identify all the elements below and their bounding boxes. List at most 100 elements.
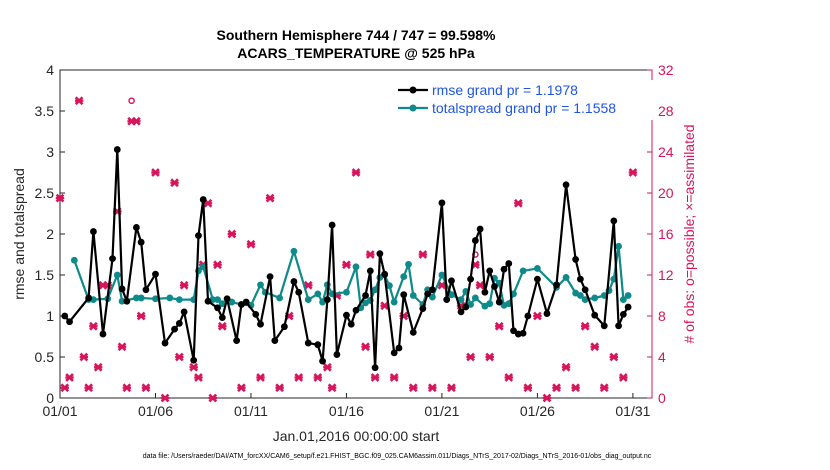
y-tick-label: 0.5 xyxy=(35,349,55,365)
totalspread-series-point xyxy=(405,260,412,268)
obs-assimilated-marker xyxy=(294,373,304,382)
obs-assimilated-marker xyxy=(213,260,222,270)
rmse-series-point xyxy=(290,278,298,285)
rmse-series-point xyxy=(543,310,551,317)
y-right-tick-label: 12 xyxy=(658,267,674,283)
totalspread-series-point xyxy=(257,281,264,289)
x-tick-label: 01/16 xyxy=(329,403,364,419)
obs-assimilated-marker xyxy=(237,383,246,393)
obs-assimilated-marker xyxy=(366,250,375,259)
totalspread-series-point xyxy=(581,296,589,303)
totalspread-series-point xyxy=(132,294,140,302)
rmse-series-point xyxy=(576,275,584,283)
rmse-series-point xyxy=(610,217,618,225)
rmse-series-point xyxy=(280,323,288,331)
legend: rmse grand pr = 1.1978 totalspread grand… xyxy=(392,80,654,120)
y-right-tick-label: 16 xyxy=(658,226,674,242)
obs-assimilated-marker xyxy=(571,383,580,393)
rmse-series-point xyxy=(152,270,159,278)
obs-assimilated-marker xyxy=(313,373,323,382)
rmse-series-point xyxy=(132,224,140,231)
obs-assimilated-marker xyxy=(117,342,127,352)
totalspread-series-point xyxy=(276,294,284,302)
rmse-series-point xyxy=(467,275,474,283)
legend-spread-marker xyxy=(409,104,417,112)
totalspread-series-point xyxy=(562,274,570,281)
obs-assimilated-marker xyxy=(590,342,600,352)
rmse-series-point xyxy=(591,311,599,319)
y-right-tick-label: 24 xyxy=(658,144,674,160)
totalspread-series-point xyxy=(619,296,627,303)
rmse-series-point xyxy=(524,312,532,320)
totalspread-series-point xyxy=(400,273,408,281)
rmse-series-point xyxy=(486,267,494,275)
obs-assimilated-marker xyxy=(79,352,89,362)
obs-assimilated-marker xyxy=(127,116,136,126)
obs-assimilated-marker xyxy=(323,362,332,372)
x-axis-label: Jan.01,2016 00:00:00 start xyxy=(273,428,440,444)
obs-assimilated-marker xyxy=(552,383,561,393)
obs-assimilated-marker xyxy=(265,193,275,203)
rmse-series-point xyxy=(534,275,541,283)
rmse-series-point xyxy=(304,339,312,347)
totalspread-series-point xyxy=(615,242,622,250)
legend-rmse-marker xyxy=(409,86,417,94)
rmse-series-point xyxy=(581,286,589,294)
y-right-tick-label: 4 xyxy=(658,349,666,365)
totalspread-series-point xyxy=(352,263,360,271)
obs-assimilated-marker xyxy=(514,198,523,208)
rmse-series-point xyxy=(333,351,341,358)
totalspread-series-point xyxy=(386,282,393,290)
obs-assimilated-marker xyxy=(485,352,494,362)
rmse-series-point xyxy=(457,308,465,316)
obs-assimilated-marker xyxy=(275,383,284,393)
obs-assimilated-marker xyxy=(542,393,552,403)
rmse-series-point xyxy=(376,250,384,258)
rmse-series-point xyxy=(180,308,188,316)
totalspread-series-point xyxy=(624,292,632,299)
rmse-series-point xyxy=(471,237,479,244)
rmse-series-point xyxy=(572,256,580,263)
rmse-series-point xyxy=(562,181,570,189)
rmse-series-point xyxy=(553,281,560,289)
totalspread-series-point xyxy=(137,294,145,302)
rmse-series-point xyxy=(419,305,427,313)
obs-assimilated-marker xyxy=(74,96,84,106)
obs-assimilated-marker xyxy=(122,383,132,393)
rmse-series-point xyxy=(400,291,408,299)
x-tick-label: 01/21 xyxy=(424,403,459,419)
totalspread-series-point xyxy=(218,300,226,308)
rmse-series-point xyxy=(109,255,116,262)
rmse-series-point xyxy=(328,221,336,229)
obs-assimilated-marker xyxy=(628,168,638,177)
totalspread-series-point xyxy=(343,288,350,296)
rmse-series-point xyxy=(438,199,446,207)
rmse-series-point xyxy=(619,310,627,318)
rmse-series-point xyxy=(223,295,231,303)
legend-box xyxy=(392,80,654,120)
obs-assimilated-marker xyxy=(227,229,237,239)
obs-assimilated-marker xyxy=(361,342,370,352)
totalspread-series-point xyxy=(438,271,446,279)
totalspread-series-point xyxy=(534,265,541,272)
obs-possible-marker xyxy=(128,97,135,105)
rmse-series-point xyxy=(323,296,331,303)
obs-assimilated-marker xyxy=(389,373,399,382)
y-tick-label: 4 xyxy=(46,62,54,78)
totalspread-series-point xyxy=(409,292,417,299)
y-tick-label: 0 xyxy=(46,390,54,406)
obs-assimilated-marker xyxy=(466,352,475,362)
obs-assimilated-marker xyxy=(218,321,227,331)
chart-subtitle: ACARS_TEMPERATURE @ 525 hPa xyxy=(237,45,475,61)
totalspread-series-point xyxy=(152,295,159,303)
totalspread-series-point xyxy=(166,294,174,302)
obs-assimilated-marker xyxy=(246,239,256,249)
totalspread-series-point xyxy=(314,290,322,298)
obs-assimilated-marker xyxy=(189,362,198,372)
totalspread-series-point xyxy=(519,267,527,275)
rmse-series-point xyxy=(395,344,403,352)
rmse-series-point xyxy=(366,267,374,275)
obs-assimilated-marker xyxy=(561,362,571,372)
y-tick-label: 3 xyxy=(46,144,54,160)
rmse-series-point xyxy=(362,292,369,299)
